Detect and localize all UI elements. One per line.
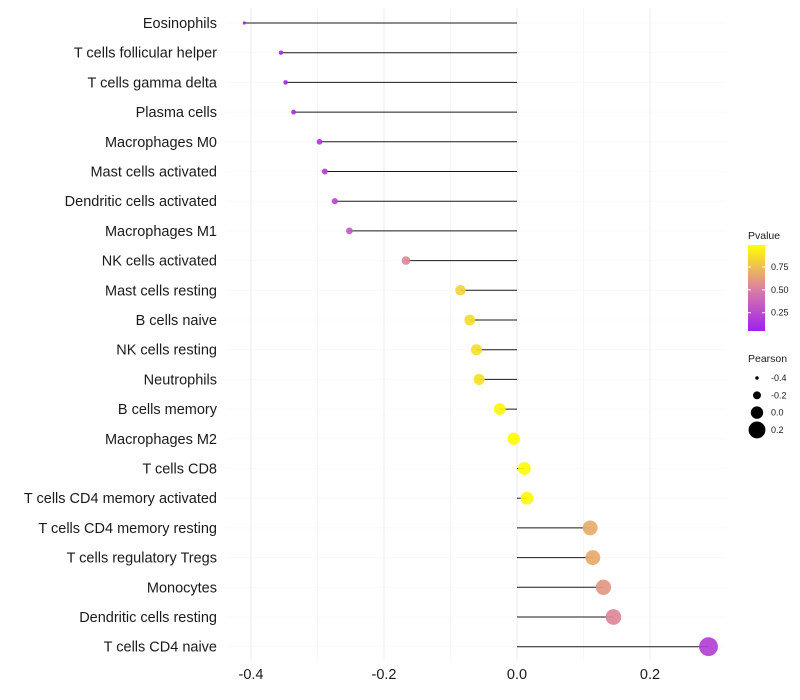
data-point bbox=[291, 109, 296, 115]
data-point bbox=[321, 168, 328, 175]
category-label: NK cells resting bbox=[116, 343, 217, 359]
grid-lines bbox=[226, 8, 726, 660]
data-point bbox=[316, 138, 323, 145]
size-key-label: 0.2 bbox=[771, 425, 784, 435]
size-key-label: -0.2 bbox=[771, 390, 787, 400]
size-key-point bbox=[748, 421, 766, 439]
data-point bbox=[699, 637, 718, 657]
data-point bbox=[585, 550, 601, 566]
pvalue-colorbar bbox=[748, 245, 765, 331]
data-point bbox=[455, 285, 466, 296]
category-label: T cells CD4 memory activated bbox=[24, 491, 217, 507]
category-label: Eosinophils bbox=[143, 16, 217, 32]
data-point bbox=[346, 227, 353, 235]
size-key-point bbox=[755, 376, 759, 380]
category-label: Mast cells activated bbox=[90, 165, 217, 181]
category-label: Macrophages M1 bbox=[105, 224, 217, 240]
data-point bbox=[401, 256, 411, 265]
data-point bbox=[278, 50, 284, 55]
category-label: NK cells activated bbox=[102, 254, 217, 270]
x-tick-label: 0.0 bbox=[507, 667, 527, 683]
data-point bbox=[464, 314, 476, 326]
category-label: Mast cells resting bbox=[105, 283, 217, 299]
category-label: T cells follicular helper bbox=[74, 46, 217, 62]
category-label: Dendritic cells activated bbox=[65, 194, 217, 210]
category-label: Neutrophils bbox=[144, 372, 217, 388]
category-label: Monocytes bbox=[147, 580, 217, 596]
data-point bbox=[331, 198, 338, 205]
size-key-point bbox=[750, 406, 764, 419]
category-axis-labels: Eosinophils T cells follicular helper T ce… bbox=[24, 16, 218, 656]
category-label: B cells naive bbox=[136, 313, 217, 329]
x-tick-label: -0.2 bbox=[372, 667, 397, 683]
category-label: B cells memory bbox=[118, 402, 218, 418]
x-axis-tick-labels: -0.4 -0.2 0.0 0.2 bbox=[239, 667, 661, 683]
pearson-legend: Pearson -0.4 -0.2 0.0 0.2 bbox=[748, 353, 787, 439]
category-label: Dendritic cells resting bbox=[79, 610, 217, 626]
colorbar-label: 0.50 bbox=[771, 285, 789, 295]
size-key-label: -0.4 bbox=[771, 373, 787, 383]
data-point bbox=[582, 520, 598, 536]
category-label: T cells CD4 naive bbox=[104, 640, 217, 656]
data-point bbox=[242, 21, 246, 25]
x-tick-label: 0.2 bbox=[640, 667, 660, 683]
category-label: Macrophages M2 bbox=[105, 432, 217, 448]
x-tick-label: -0.4 bbox=[239, 667, 264, 683]
data-point bbox=[507, 432, 520, 445]
category-label: T cells CD8 bbox=[142, 462, 217, 478]
data-point bbox=[595, 579, 612, 595]
lollipop-stems bbox=[244, 22, 709, 648]
pvalue-legend: Pvalue 0.25 0.50 0.75 bbox=[748, 230, 789, 331]
pearson-legend-title: Pearson bbox=[748, 353, 787, 365]
category-label: T cells gamma delta bbox=[88, 75, 218, 91]
category-label: T cells CD4 memory resting bbox=[38, 521, 217, 537]
size-key-label: 0.0 bbox=[771, 408, 784, 418]
data-point bbox=[520, 491, 534, 505]
data-point bbox=[283, 80, 288, 85]
data-point bbox=[517, 462, 531, 475]
colorbar-label: 0.75 bbox=[771, 262, 789, 272]
data-point bbox=[605, 609, 622, 625]
category-label: Macrophages M0 bbox=[105, 135, 217, 151]
pvalue-legend-title: Pvalue bbox=[748, 230, 780, 242]
data-point bbox=[473, 373, 485, 385]
size-key-point bbox=[753, 391, 761, 400]
colorbar-label: 0.25 bbox=[771, 308, 789, 318]
category-label: Plasma cells bbox=[136, 105, 217, 121]
data-point bbox=[493, 403, 506, 416]
lollipop-points bbox=[242, 21, 718, 657]
data-point bbox=[470, 344, 482, 356]
category-label: T cells regulatory Tregs bbox=[67, 551, 217, 567]
